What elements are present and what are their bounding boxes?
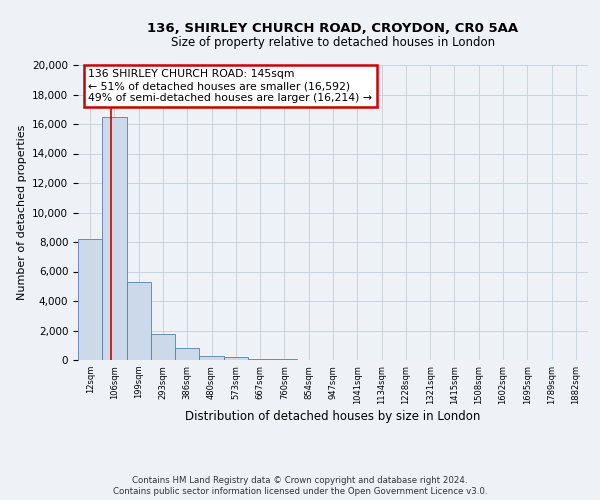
- Bar: [199, 356, 224, 360]
- Text: Contains public sector information licensed under the Open Government Licence v3: Contains public sector information licen…: [113, 488, 487, 496]
- Bar: [175, 348, 199, 360]
- Bar: [272, 359, 296, 360]
- Bar: [151, 334, 175, 360]
- Bar: [102, 116, 127, 360]
- Bar: [78, 239, 102, 360]
- Text: 136, SHIRLEY CHURCH ROAD, CROYDON, CR0 5AA: 136, SHIRLEY CHURCH ROAD, CROYDON, CR0 5…: [148, 22, 518, 36]
- Bar: [224, 358, 248, 360]
- Y-axis label: Number of detached properties: Number of detached properties: [17, 125, 26, 300]
- Bar: [127, 282, 151, 360]
- Text: Size of property relative to detached houses in London: Size of property relative to detached ho…: [171, 36, 495, 49]
- Bar: [248, 358, 272, 360]
- Text: 136 SHIRLEY CHURCH ROAD: 145sqm
← 51% of detached houses are smaller (16,592)
49: 136 SHIRLEY CHURCH ROAD: 145sqm ← 51% of…: [88, 70, 372, 102]
- Text: Contains HM Land Registry data © Crown copyright and database right 2024.: Contains HM Land Registry data © Crown c…: [132, 476, 468, 485]
- X-axis label: Distribution of detached houses by size in London: Distribution of detached houses by size …: [185, 410, 481, 422]
